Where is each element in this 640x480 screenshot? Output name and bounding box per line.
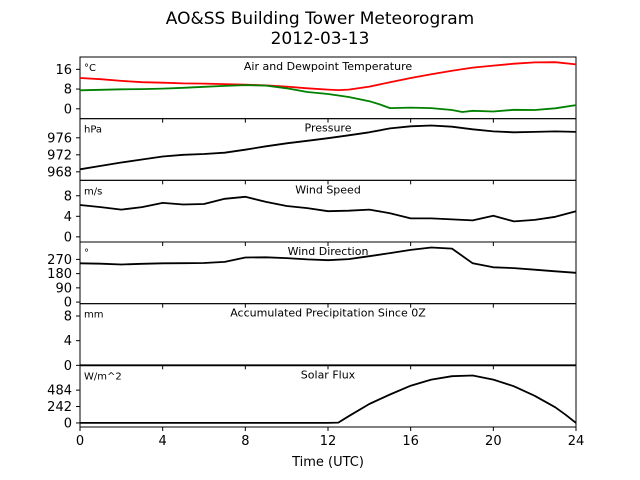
panel-unit-label: m/s [84,186,102,197]
x-tick-label: 8 [241,434,249,449]
x-tick-label: 24 [568,434,585,449]
x-tick-label: 4 [159,434,167,449]
y-tick-label: 16 [55,63,72,78]
panel-unit-label: mm [84,310,103,321]
chart-subtitle: 2012-03-13 [271,29,370,49]
panel-title: Solar Flux [301,368,356,381]
panel-title: Wind Direction [288,245,369,258]
y-tick-label: 4 [64,334,72,349]
y-tick-label: 90 [55,281,72,296]
y-tick-label: 968 [47,165,72,180]
x-tick-label: 20 [485,434,502,449]
y-tick-label: 8 [64,83,72,98]
y-tick-label: 242 [47,400,72,415]
y-tick-label: 270 [47,253,72,268]
panel-unit-label: ° [84,248,89,259]
x-tick-label: 16 [402,434,419,449]
panel-4: 0 4 8 mm Accumulated Precipitation Since 0Z [64,303,577,374]
x-tick-label: 12 [320,434,337,449]
y-tick-label: 484 [47,384,72,399]
series-line-0 [79,61,577,91]
y-tick-label: 972 [47,148,72,163]
series-line-0 [79,124,577,171]
y-tick-label: 8 [64,189,72,204]
y-tick-label: 0 [64,296,72,311]
series-line-0 [80,374,577,424]
panel-unit-label: hPa [84,125,102,136]
series-line-1 [79,84,577,113]
panel-title: Accumulated Precipitation Since 0Z [230,307,426,320]
panel-1: 968 972 976 hPa Pressure [47,118,577,185]
y-tick-label: 976 [47,131,72,146]
y-tick-label: 0 [64,359,72,374]
panel-unit-label: W/m^2 [84,371,122,382]
chart-title: AO&SS Building Tower Meteorogram [166,9,474,29]
x-tick-label: 0 [76,434,84,449]
x-axis-label: Time (UTC) [291,455,364,470]
y-tick-label: 0 [64,102,72,117]
series-line-0 [79,246,577,274]
panel-title: Wind Speed [295,183,361,196]
y-tick-label: 4 [64,210,72,225]
panel-0: 0 8 16 °C Air and Dewpoint Temperature [55,56,577,123]
panel-2: 0 4 8 m/s Wind Speed [64,179,577,246]
y-tick-label: 180 [47,267,72,282]
panel-title: Pressure [305,122,352,135]
panel-unit-label: °C [84,63,96,74]
y-tick-label: 0 [64,416,72,431]
panel-title: Air and Dewpoint Temperature [244,60,412,73]
y-tick-label: 8 [64,310,72,325]
y-tick-label: 0 [64,230,72,245]
series-line-0 [79,195,577,223]
